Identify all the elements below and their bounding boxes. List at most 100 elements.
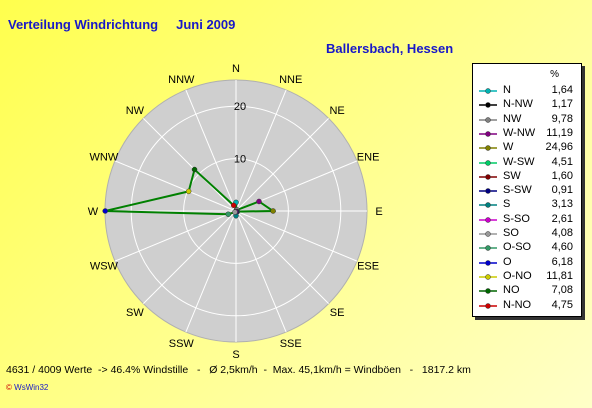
legend-direction: W-SW <box>503 155 535 168</box>
legend-value: 3,13 <box>551 198 573 211</box>
legend-swatch <box>479 259 497 266</box>
legend-value: 4,08 <box>551 227 573 239</box>
direction-label: NW <box>126 105 145 117</box>
legend-direction: NO <box>503 284 520 297</box>
legend-item: W-NW 11,19 <box>473 126 581 143</box>
chart-title: Verteilung Windrichtung Juni 2009 <box>8 17 235 32</box>
legend-item: O-NO 11,81 <box>473 269 581 286</box>
legend-swatch <box>479 216 497 223</box>
legend-swatch <box>479 202 497 209</box>
direction-label: S <box>232 349 239 361</box>
direction-label: SE <box>330 307 345 319</box>
grid-spoke <box>185 89 237 212</box>
ring-tick-label: 20 <box>234 101 246 113</box>
direction-label: W <box>88 206 99 218</box>
direction-label: WNW <box>90 151 119 163</box>
footer-stats: 4631 / 4009 Werte -> 46.4% Windstille - … <box>6 364 471 376</box>
direction-label: N <box>232 63 240 75</box>
legend-swatch <box>479 188 497 194</box>
data-point <box>232 209 238 215</box>
direction-label: E <box>375 206 382 218</box>
legend-direction: N <box>503 84 511 96</box>
legend-direction: SO <box>503 227 519 239</box>
grid-spoke <box>143 210 237 304</box>
legend-item: SO 4,08 <box>473 226 581 243</box>
grid-spoke <box>185 210 237 333</box>
legend-item: W-SW 4,51 <box>473 155 581 172</box>
grid-spoke <box>235 210 358 262</box>
legend-swatch <box>479 274 497 280</box>
legend-value: 6,18 <box>551 255 573 268</box>
direction-label: NNE <box>279 74 302 86</box>
legend-direction: O <box>503 255 512 268</box>
grid-spoke <box>235 118 329 212</box>
direction-label: ESE <box>357 261 379 273</box>
direction-label: NE <box>329 105 344 117</box>
legend-item: S-SO 2,61 <box>473 212 581 229</box>
legend-swatch <box>479 145 497 151</box>
legend-item: S-SW 0,91 <box>473 183 581 200</box>
data-point <box>185 188 192 195</box>
legend-direction: NW <box>503 112 522 125</box>
data-point <box>256 198 262 205</box>
legend-item: N-NW 1,17 <box>473 97 581 114</box>
legend-item: SW 1,60 <box>473 169 581 186</box>
legend-item: N-NO 4,75 <box>473 298 581 315</box>
legend-swatch <box>479 302 497 309</box>
legend-value: 7,08 <box>551 284 573 297</box>
legend-item: W 24,96 <box>473 140 581 157</box>
legend-item: NO 7,08 <box>473 283 581 300</box>
data-point <box>225 211 232 217</box>
legend-direction: W-NW <box>503 126 536 139</box>
direction-label: WSW <box>90 261 119 273</box>
direction-label: ENE <box>357 151 380 163</box>
grid-spoke <box>114 160 237 212</box>
chart-location: Ballersbach, Hessen <box>326 41 454 56</box>
legend-swatch <box>479 102 497 109</box>
legend-value: 11,81 <box>546 269 573 282</box>
legend-direction: S <box>503 198 511 211</box>
legend-direction: SW <box>503 169 521 182</box>
direction-label: SW <box>126 307 144 319</box>
legend-item: N 1,64 <box>473 83 581 100</box>
direction-label: SSW <box>169 338 195 350</box>
legend-swatch <box>479 131 497 137</box>
legend-value: 1,60 <box>551 169 573 182</box>
legend-item: O-SO 4,60 <box>473 240 581 257</box>
grid-spoke <box>235 210 329 304</box>
legend-value: 1,64 <box>551 84 573 96</box>
data-point <box>270 208 276 214</box>
legend-item: NW 9,78 <box>473 112 581 129</box>
legend-item: S 3,13 <box>473 197 581 214</box>
legend-unit: % <box>550 69 559 80</box>
legend-item: O 6,18 <box>473 255 581 272</box>
direction-label: SSE <box>280 338 302 350</box>
legend-swatch <box>479 116 497 123</box>
legend-direction: W <box>503 141 514 154</box>
title-text: Verteilung Windrichtung <box>8 17 159 32</box>
legend-value: 4,75 <box>551 298 573 311</box>
legend-direction: N-NO <box>503 298 532 311</box>
grid-spoke <box>235 89 287 212</box>
data-point <box>230 202 237 209</box>
legend-swatch <box>479 288 497 294</box>
legend-value: 9,78 <box>551 112 573 125</box>
data-point <box>102 208 108 214</box>
legend-swatch <box>479 159 497 166</box>
legend-swatch <box>479 245 497 252</box>
ring-tick-label: 10 <box>234 154 246 166</box>
legend-value: 4,51 <box>551 155 573 168</box>
data-point <box>191 166 198 173</box>
legend-value: 4,60 <box>551 241 573 254</box>
legend-value: 24,96 <box>545 141 573 154</box>
wswin-logo: © <box>6 383 12 392</box>
grid-spoke <box>235 210 287 333</box>
grid-spoke <box>114 210 237 262</box>
direction-label: NNW <box>168 74 195 86</box>
credit-text: WsWin32 <box>14 383 49 392</box>
legend-value: 0,91 <box>551 184 573 197</box>
legend-direction: O-NO <box>503 269 532 282</box>
legend-direction: S-SW <box>503 184 532 197</box>
credit: © WsWin32 <box>6 383 48 392</box>
